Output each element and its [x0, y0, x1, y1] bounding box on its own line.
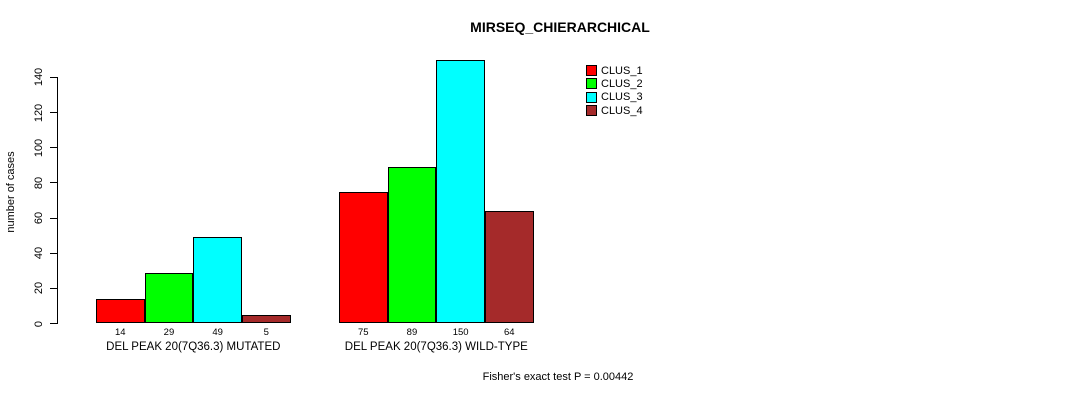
legend-swatch-clus_2	[586, 78, 597, 90]
legend-label: CLUS_1	[601, 64, 643, 77]
y-tick-mark	[50, 112, 57, 114]
y-tick-mark	[50, 147, 57, 149]
legend-item-clus_4: CLUS_4	[586, 104, 643, 117]
bar-value-label: 5	[263, 327, 269, 338]
bar-clus_3-group1	[193, 237, 242, 324]
category-label: DEL PEAK 20(7Q36.3) WILD-TYPE	[344, 341, 528, 353]
legend: CLUS_1 CLUS_2 CLUS_3 CLUS_4	[586, 64, 643, 117]
y-tick-mark	[50, 252, 57, 254]
legend-item-clus_1: CLUS_1	[586, 64, 643, 77]
bar-value-label: 150	[452, 327, 469, 338]
y-tick-label: 40	[33, 247, 45, 260]
bar-value-label: 64	[503, 327, 515, 338]
legend-swatch-clus_4	[586, 105, 597, 117]
bar-value-label: 75	[358, 327, 369, 338]
bar-value-label: 89	[406, 327, 418, 338]
legend-label: CLUS_2	[601, 77, 643, 90]
y-tick-label: 60	[33, 211, 45, 225]
bar-clus_2-group1	[144, 272, 194, 324]
bar-clus_2-group2	[387, 167, 437, 324]
y-tick-label: 120	[33, 103, 45, 122]
y-tick-mark	[50, 323, 57, 324]
legend-swatch-clus_1	[586, 65, 597, 77]
y-tick-mark	[50, 76, 57, 78]
category-label: DEL PEAK 20(7Q36.3) MUTATED	[106, 341, 281, 353]
y-tick-label: 100	[33, 138, 45, 157]
bar-clus_4-group1	[241, 314, 291, 324]
bar-value-label: 49	[212, 327, 223, 338]
bar-clus_1-group2	[339, 191, 388, 324]
legend-label: CLUS_4	[601, 104, 643, 117]
y-tick-mark	[50, 182, 57, 184]
y-tick-label: 20	[33, 282, 45, 295]
legend-label: CLUS_3	[601, 91, 643, 104]
y-tick-mark	[50, 287, 57, 289]
legend-swatch-clus_3	[586, 91, 597, 103]
bar-clus_4-group2	[484, 210, 534, 324]
bar-clus_3-group2	[436, 59, 485, 324]
y-axis-label: number of cases	[5, 151, 17, 233]
bar-value-label: 29	[163, 327, 175, 338]
fisher-test-annotation: Fisher's exact test P = 0.00442	[482, 371, 634, 383]
chart-title: MIRSEQ_CHIERARCHICAL	[470, 19, 650, 35]
legend-item-clus_3: CLUS_3	[586, 91, 643, 104]
y-tick-label: 140	[33, 68, 45, 87]
legend-item-clus_2: CLUS_2	[586, 77, 643, 90]
bar-clus_1-group1	[96, 298, 145, 324]
y-tick-mark	[50, 217, 57, 219]
y-tick-label: 80	[33, 176, 45, 189]
bar-value-label: 14	[115, 327, 126, 338]
y-tick-label: 0	[33, 320, 45, 327]
y-axis-line	[57, 77, 58, 324]
